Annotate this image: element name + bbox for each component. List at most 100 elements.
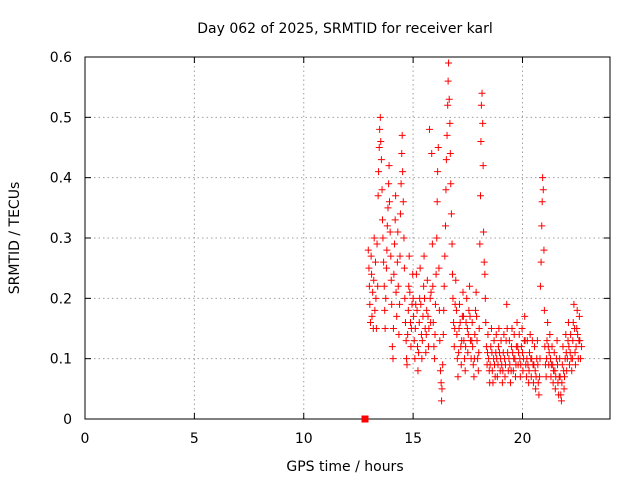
data-point [440, 282, 448, 290]
data-point [393, 258, 401, 266]
data-point [411, 325, 419, 332]
data-point [402, 337, 410, 345]
data-point [575, 312, 583, 320]
data-point [366, 300, 374, 308]
data-point [379, 234, 387, 242]
data-point [455, 349, 463, 357]
data-point [477, 101, 485, 109]
data-point [391, 216, 399, 224]
data-point [453, 355, 461, 363]
data-point [432, 270, 440, 278]
data-points [361, 59, 586, 423]
data-point [503, 300, 511, 308]
data-point [536, 373, 544, 381]
data-point [381, 325, 389, 332]
y-tick-label: 0.5 [50, 110, 72, 126]
data-point [487, 325, 495, 332]
data-point [397, 180, 405, 188]
data-point [450, 343, 458, 351]
y-tick-label: 0 [63, 412, 72, 428]
data-point [525, 367, 533, 375]
data-point [494, 343, 502, 351]
data-point [375, 168, 383, 176]
data-point [426, 294, 434, 302]
data-point [428, 150, 436, 158]
data-point [482, 318, 490, 326]
data-point [569, 337, 577, 345]
data-point [474, 367, 482, 375]
data-point [371, 306, 379, 314]
data-point [526, 349, 533, 357]
data-point [548, 343, 556, 351]
data-point [400, 264, 408, 272]
data-point [463, 294, 471, 302]
y-tick-label: 0.2 [50, 291, 72, 307]
data-point [400, 234, 408, 242]
data-point [516, 373, 524, 381]
data-point [425, 325, 433, 332]
data-point [471, 331, 479, 339]
data-point [436, 337, 444, 345]
data-point [452, 276, 460, 284]
data-point [387, 252, 395, 260]
data-point [367, 252, 375, 260]
data-point [448, 240, 456, 248]
chart-title: Day 062 of 2025, SRMTID for receiver kar… [197, 21, 493, 37]
data-point [423, 276, 431, 284]
data-point [551, 385, 559, 393]
y-tick-label: 0.3 [50, 231, 72, 247]
data-point [540, 246, 548, 254]
data-point [461, 367, 469, 375]
data-point [449, 294, 457, 302]
data-point [396, 300, 404, 308]
data-point [495, 325, 503, 332]
data-point [557, 391, 565, 399]
data-point [560, 385, 568, 393]
data-point [368, 312, 376, 320]
data-point [533, 337, 541, 345]
data-point [576, 355, 584, 363]
data-point [574, 331, 582, 339]
x-tick-label: 10 [295, 431, 313, 447]
data-point [447, 210, 455, 218]
data-point [449, 270, 456, 278]
data-point [462, 318, 470, 326]
data-point [480, 228, 488, 236]
data-point [388, 343, 396, 351]
data-point [403, 361, 411, 369]
data-point [573, 325, 581, 332]
data-point [481, 294, 489, 302]
data-point [375, 144, 383, 151]
data-point [566, 361, 574, 369]
data-point [429, 282, 437, 290]
data-point [558, 379, 566, 387]
data-point [418, 337, 426, 345]
data-point [435, 264, 443, 272]
data-point [430, 343, 438, 351]
data-point [457, 361, 465, 369]
data-point [465, 306, 473, 314]
data-point [418, 355, 426, 363]
data-point [477, 137, 485, 145]
data-point [568, 355, 576, 363]
data-point [387, 276, 395, 284]
data-point [509, 367, 517, 375]
data-point [365, 282, 373, 290]
data-point [379, 216, 386, 224]
data-point [446, 150, 454, 158]
data-point [464, 349, 472, 357]
data-point [396, 252, 404, 260]
data-point [368, 270, 376, 278]
data-point [393, 312, 401, 320]
data-point [489, 379, 497, 387]
data-point [415, 349, 423, 357]
data-point [477, 192, 484, 200]
data-point [500, 331, 508, 339]
data-point [444, 77, 452, 85]
data-point [558, 361, 566, 369]
data-point [570, 300, 578, 308]
data-point [370, 276, 378, 284]
data-point [436, 367, 444, 375]
data-point [509, 349, 517, 357]
